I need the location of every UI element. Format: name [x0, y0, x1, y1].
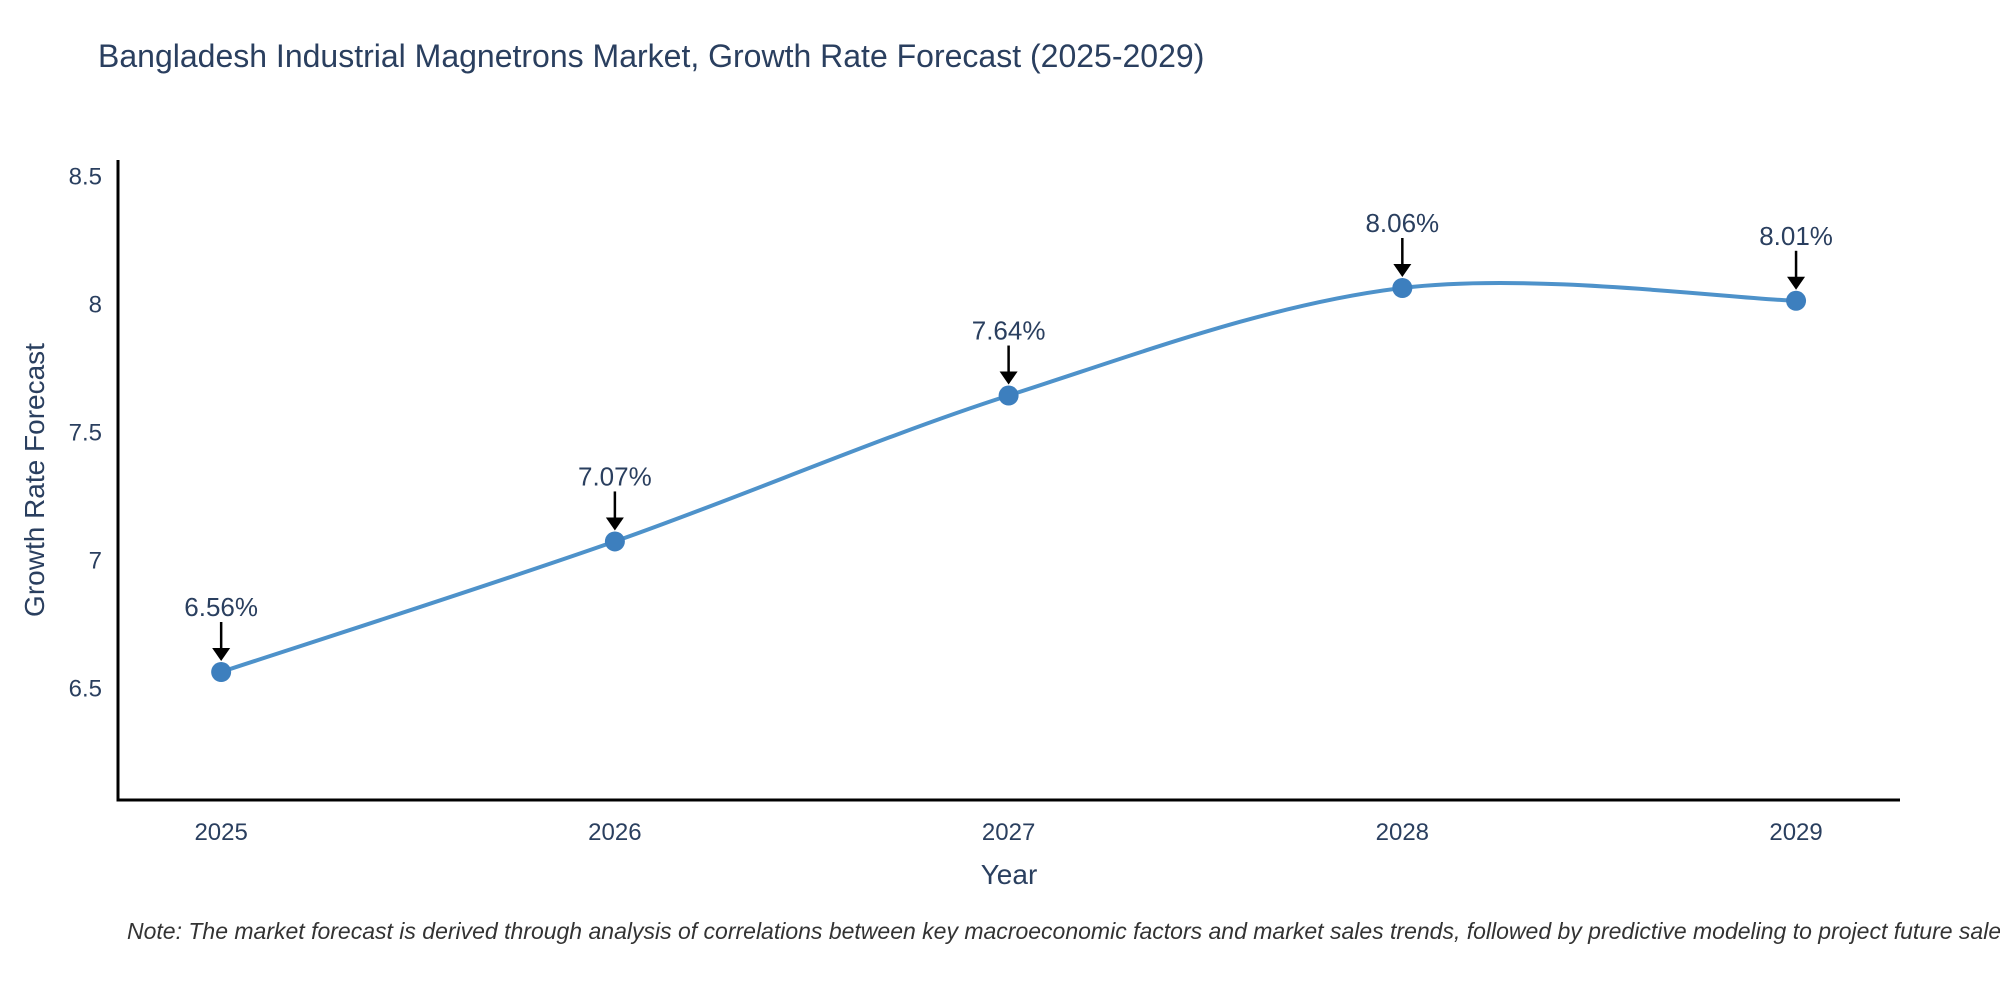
- data-point-marker: [1786, 290, 1807, 311]
- annotation-arrowhead-icon: [1393, 264, 1412, 277]
- y-tick-label: 7.5: [69, 419, 102, 446]
- data-point-marker: [211, 662, 232, 682]
- chart-footnote: Note: The market forecast is derived thr…: [127, 918, 2000, 944]
- annotation-arrowhead-icon: [605, 517, 624, 531]
- data-point-label: 7.07%: [578, 461, 652, 491]
- data-point-label: 7.64%: [972, 316, 1046, 346]
- data-point-marker: [998, 385, 1019, 406]
- x-tick-label: 2026: [588, 819, 641, 846]
- chart-title: Bangladesh Industrial Magnetrons Market,…: [98, 38, 1205, 74]
- data-point-marker: [1392, 278, 1413, 298]
- x-tick-label: 2028: [1376, 819, 1429, 846]
- annotation-arrowhead-icon: [999, 371, 1018, 385]
- y-axis-title: Growth Rate Forecast: [19, 343, 50, 617]
- x-tick-label: 2029: [1769, 819, 1822, 846]
- annotation-arrowhead-icon: [1787, 276, 1806, 290]
- data-point-label: 8.06%: [1365, 208, 1439, 238]
- x-axis-title: Year: [981, 859, 1038, 890]
- y-tick-label: 8.5: [69, 163, 102, 190]
- y-tick-label: 7: [89, 547, 102, 574]
- annotation-arrowhead-icon: [212, 648, 231, 661]
- data-point-marker: [604, 531, 625, 552]
- x-tick-label: 2025: [194, 819, 247, 846]
- y-tick-label: 8: [89, 291, 102, 318]
- y-tick-label: 6.5: [69, 675, 102, 702]
- data-point-label: 8.01%: [1759, 221, 1833, 251]
- x-tick-label: 2027: [982, 819, 1035, 846]
- data-point-label: 6.56%: [184, 592, 258, 622]
